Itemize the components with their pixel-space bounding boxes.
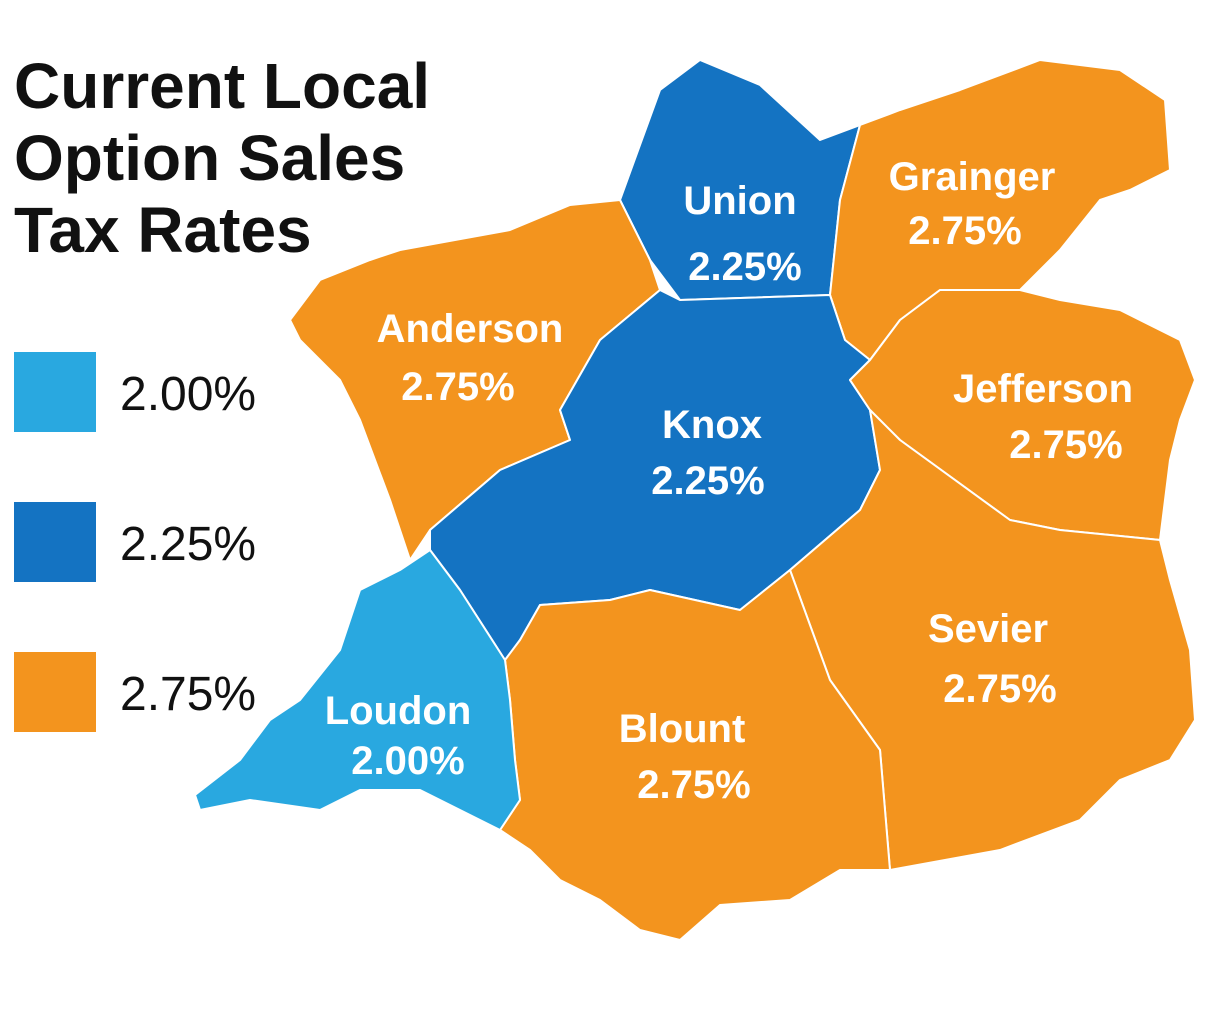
title-line: Tax Rates	[14, 194, 312, 266]
title-line: Option Sales	[14, 122, 405, 194]
legend-swatch	[14, 502, 96, 582]
county-rate: 2.25%	[651, 459, 764, 503]
legend-label: 2.25%	[120, 518, 256, 571]
county-name: Loudon	[325, 689, 472, 733]
legend: 2.00% 2.25% 2.75%	[14, 352, 256, 732]
county-shape	[194, 549, 521, 831]
county-rate: 2.75%	[943, 667, 1056, 711]
county-name: Union	[683, 179, 796, 223]
county-rate: 2.75%	[401, 365, 514, 409]
legend-swatch	[14, 352, 96, 432]
legend-swatch	[14, 652, 96, 732]
county-rate: 2.25%	[688, 245, 801, 289]
county-name: Jefferson	[953, 367, 1133, 411]
county-name: Grainger	[889, 155, 1056, 199]
legend-label: 2.00%	[120, 368, 256, 421]
county-name: Blount	[619, 707, 746, 751]
county-rate: 2.75%	[908, 209, 1021, 253]
county-rate: 2.00%	[351, 739, 464, 783]
county-name: Sevier	[928, 607, 1048, 651]
county-name: Knox	[662, 403, 762, 447]
legend-label: 2.75%	[120, 668, 256, 721]
title-line: Current Local	[14, 50, 430, 122]
counties	[194, 59, 1196, 941]
county-rate: 2.75%	[637, 763, 750, 807]
county-name: Anderson	[377, 307, 564, 351]
county-rate: 2.75%	[1009, 423, 1122, 467]
